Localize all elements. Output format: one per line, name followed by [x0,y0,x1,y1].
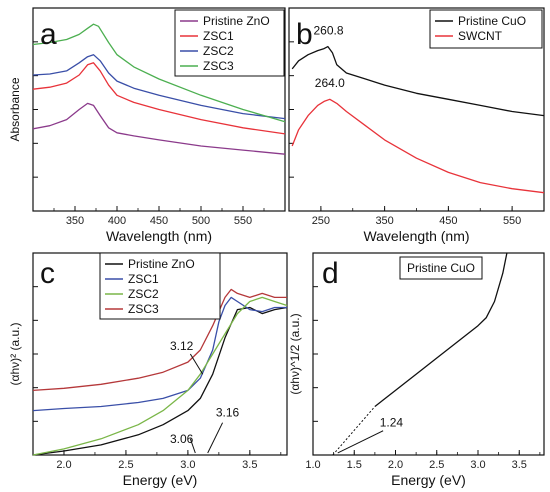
legend-label-c-0: Pristine ZnO [128,257,195,271]
x-tick-label-d: 2.5 [429,459,444,471]
legend-box-d [399,256,483,280]
panel-letter-c: c [40,257,55,290]
annotation-arrow-c-0 [189,353,204,375]
x-tick-label-a: 550 [234,215,252,227]
x-tick-label-b: 550 [503,215,521,227]
legend-box-b [429,9,543,49]
panel-a: 350 400 450 500 550 Wavelength (nm) Absorbance… [8,7,286,244]
legend-label-b-0: Pristine CuO [458,14,526,28]
panel-d: 1.0 1.5 2.0 2.5 3.0 3.5 Energy (eV) (αhν)^1/2 (… [288,252,545,488]
annotation-c-1: 3.06 [170,432,194,446]
panel-letter-d: d [322,257,339,290]
x-tick-label-d: 3.0 [470,459,485,471]
annotation-arrow-c-1 [189,438,196,454]
y-axis-label-d: (αhν)^1/2 (a.u.) [288,313,302,394]
legend-label-a-1: ZSC1 [203,29,234,43]
fit-line-d [332,406,376,456]
series-line-b-0 [291,45,545,117]
x-tick-label-c: 3.5 [242,459,257,471]
y-axis-label-c: (αhν)² (a.u.) [8,323,22,386]
annotation-c-2: 3.16 [216,406,240,420]
series-line-b-1 [291,98,545,194]
annotation-b-1: 264.0 [315,76,345,90]
x-tick-label-d: 1.5 [347,459,362,471]
x-tick-label-a: 500 [192,215,210,227]
x-tick-label-a: 350 [66,215,84,227]
series-line-d-0 [374,252,508,408]
series-line-c-0 [32,306,288,456]
legend-label-a-2: ZSC2 [203,44,234,58]
x-tick-label-a: 400 [108,215,126,227]
series-line-a-1 [32,62,286,135]
plot-frame-d [312,252,545,456]
series-line-a-2 [32,54,286,120]
series-line-c-1 [32,296,287,412]
series-line-a-0 [32,102,286,155]
x-axis-label-c: Energy (eV) [123,472,198,488]
panel-letter-a: a [40,18,57,51]
annotation-arrow-c-2 [207,422,224,454]
annotation-arrow-d-0 [337,430,384,454]
panel-c: 2.0 2.5 3.0 3.5 Energy (eV) (αhν)² (a.u.) 3.12… [8,252,288,488]
x-tick-label-a: 450 [150,215,168,227]
panel-letter-b: b [296,18,313,51]
series-line-c-2 [32,296,288,456]
annotation-b-0: 260.8 [314,23,344,37]
x-axis-label-b: Wavelength (nm) [363,228,469,244]
x-tick-label-b: 250 [312,215,330,227]
x-tick-label-b: 450 [439,215,457,227]
annotation-d-0: 1.24 [380,416,404,430]
legend-label-c-2: ZSC2 [128,287,159,301]
legend-label-b-1: SWCNT [458,29,503,43]
series-line-a-3 [32,23,286,123]
x-tick-label-c: 3.0 [180,459,195,471]
y-axis-label-a: Absorbance [8,77,22,141]
x-axis-label-a: Wavelength (nm) [106,228,212,244]
x-tick-label-c: 2.5 [118,459,133,471]
legend-label-c-3: ZSC3 [128,302,159,316]
legend-label-c-1: ZSC1 [128,272,159,286]
x-tick-label-c: 2.0 [56,459,71,471]
x-tick-label-d: 2.0 [388,459,403,471]
x-tick-label-d: 1.0 [305,459,320,471]
x-axis-label-d: Energy (eV) [391,472,466,488]
annotation-c-0: 3.12 [170,339,194,353]
legend-label-a-0: Pristine ZnO [203,14,270,28]
series-line-c-3 [32,288,287,392]
panel-b: 250 350 450 550 Wavelength (nm) 260.8 264.0 Pri… [288,7,545,244]
x-tick-label-b: 350 [375,215,393,227]
x-tick-label-d: 3.5 [512,459,527,471]
legend-label-d-0: Pristine CuO [407,261,475,275]
legend-label-a-3: ZSC3 [203,59,234,73]
